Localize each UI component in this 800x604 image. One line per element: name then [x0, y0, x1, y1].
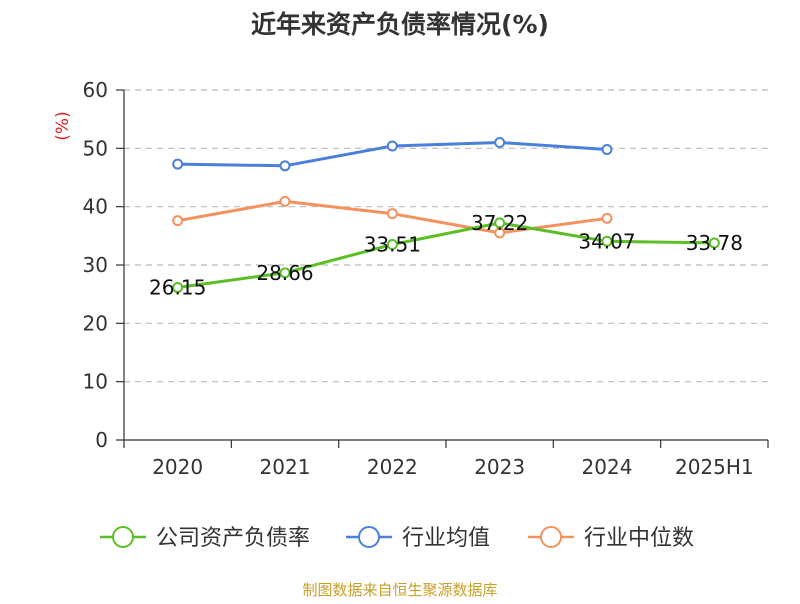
y-tick-label: 10	[83, 370, 108, 394]
legend-label: 公司资产负债率	[156, 526, 310, 551]
legend-marker	[358, 526, 380, 548]
data-point	[279, 160, 291, 172]
x-tick-label: 2024	[582, 455, 633, 479]
axes: 0 10 20 30 40 50 60 2020 2021 2022 2023 2024 2025H1	[83, 78, 769, 479]
x-tick-label: 2025H1	[675, 455, 754, 479]
data-point	[494, 137, 506, 148]
data-point	[386, 140, 398, 152]
legend-marker	[112, 526, 134, 548]
legend-label: 行业均值	[402, 526, 490, 551]
data-point	[279, 267, 291, 279]
data-point	[601, 235, 613, 247]
x-tick-label: 2022	[367, 455, 418, 479]
data-label: 33.51	[364, 233, 421, 257]
legend: 公司资产负债率 行业均值 行业中位数	[100, 526, 694, 551]
y-tick-label: 30	[83, 253, 108, 277]
data-point	[172, 158, 184, 170]
data-point	[601, 212, 613, 224]
data-label: 28.66	[256, 261, 313, 285]
data-point	[279, 195, 291, 207]
data-label: 34.07	[578, 229, 635, 253]
data-point	[708, 237, 720, 249]
y-tick-label: 50	[83, 136, 108, 160]
x-tick-label: 2021	[260, 455, 311, 479]
data-label: 33.78	[686, 231, 743, 255]
legend-marker	[540, 526, 562, 548]
series-layer: 26.15 28.66 33.51 37.22 34.07 33.78	[149, 137, 743, 299]
data-point	[494, 227, 506, 239]
source-note: 制图数据来自恒生聚源数据库	[302, 581, 497, 599]
data-point	[601, 144, 613, 155]
data-label: 26.15	[149, 275, 206, 299]
data-label: 37.22	[471, 211, 528, 235]
x-tick-label: 2023	[474, 455, 525, 479]
y-tick-label: 40	[83, 195, 108, 219]
data-point	[386, 208, 398, 220]
y-tick-label: 0	[95, 428, 108, 452]
y-axis-label: (%)	[53, 111, 73, 140]
data-point	[386, 239, 398, 251]
legend-label: 行业中位数	[584, 526, 694, 551]
data-point	[172, 215, 184, 227]
y-tick-label: 20	[83, 311, 108, 335]
data-point	[494, 217, 506, 229]
y-tick-label: 60	[83, 78, 108, 102]
chart-title: 近年来资产负债率情况(%)	[251, 10, 549, 39]
series-line	[177, 221, 715, 289]
data-point	[172, 281, 184, 293]
grid-lines	[124, 89, 768, 383]
x-tick-label: 2020	[152, 455, 203, 479]
